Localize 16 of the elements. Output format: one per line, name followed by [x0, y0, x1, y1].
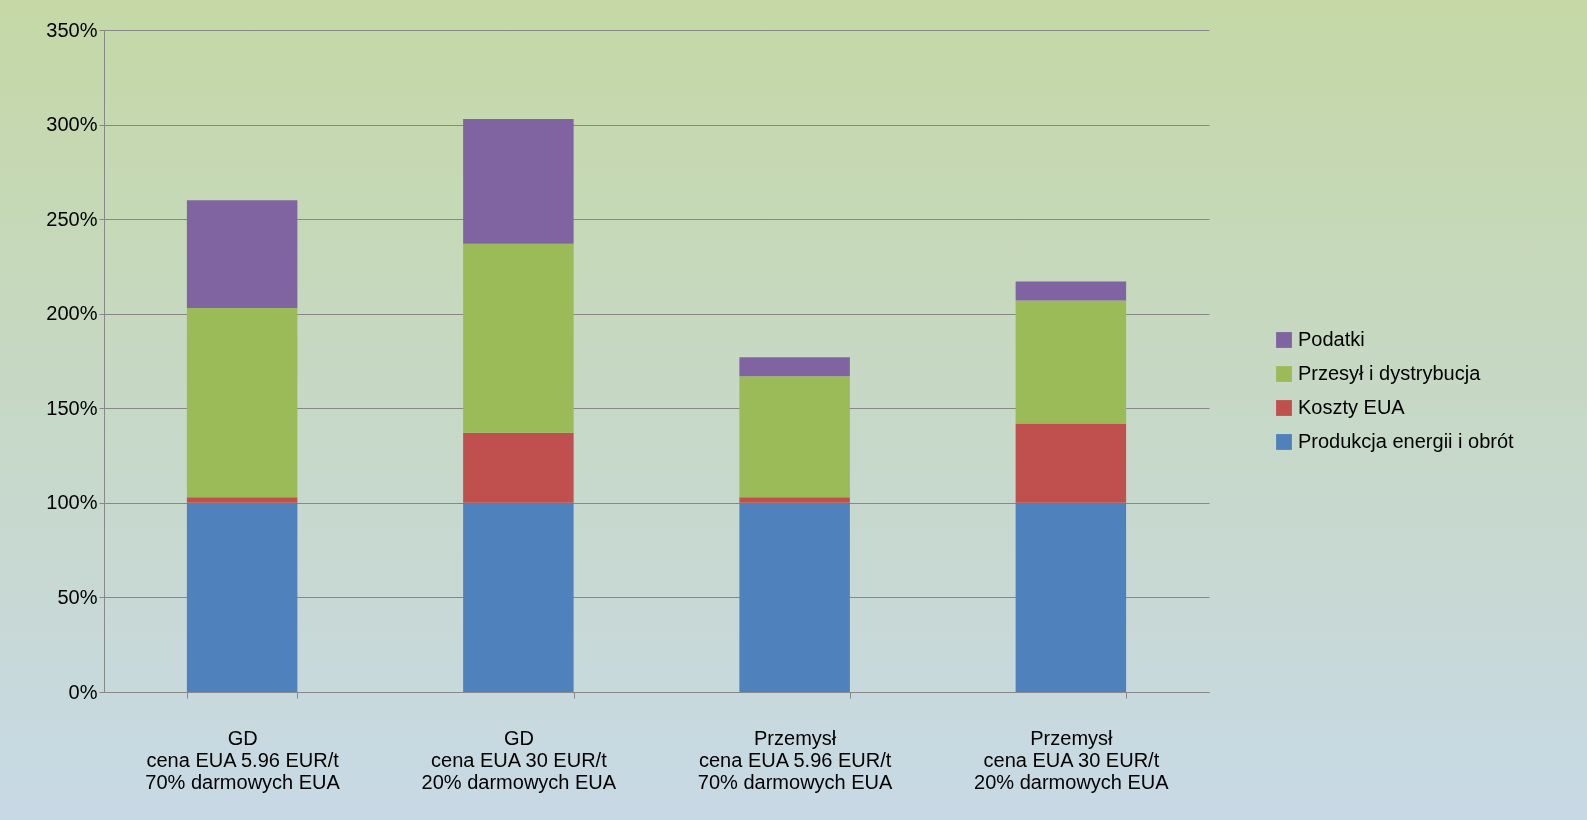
x-tick-label: Przemysł cena EUA 30 EUR/t 20% darmowych EUA: [974, 726, 1170, 793]
y-tick-label: 100%: [46, 491, 98, 514]
y-tick-label: 250%: [46, 207, 98, 230]
x-tick-label: Przemysł cena EUA 5.96 EUR/t 70% darmowych EUA: [697, 726, 894, 793]
y-tick-label: 200%: [46, 302, 98, 325]
legend-label: Przesył i dystrybucja: [1298, 362, 1482, 384]
y-tick-label: 50%: [57, 585, 98, 608]
legend-label: Produkcja energii i obrót: [1298, 430, 1515, 452]
legend-label: Koszty EUA: [1298, 396, 1406, 418]
x-tick-label: GD cena EUA 5.96 EUR/t 70% darmowych EUA: [145, 726, 341, 793]
x-tick-label: GD cena EUA 30 EUR/t 20% darmowych EUA: [421, 726, 617, 793]
y-tick-label: 0%: [68, 680, 98, 703]
y-tick-label: 350%: [46, 18, 98, 41]
y-tick-label: 300%: [46, 113, 98, 136]
legend-label: Podatki: [1298, 328, 1365, 350]
y-tick-label: 150%: [46, 396, 98, 419]
